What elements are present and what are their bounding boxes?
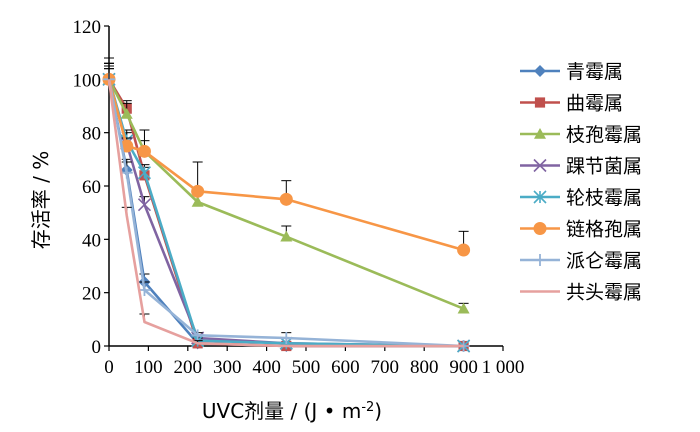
data-point [191, 196, 204, 207]
data-point [120, 108, 133, 119]
y-tick-label: 20 [82, 284, 101, 305]
legend-label: 轮枝霉属 [566, 187, 642, 209]
legend-item-5: 轮枝霉属 [520, 187, 642, 209]
legend-marker [533, 190, 547, 204]
series-line [107, 79, 464, 348]
y-tick-label: 80 [82, 124, 101, 145]
series-line [107, 78, 464, 252]
legend-label: 青霉属 [566, 61, 623, 83]
series-6 [102, 65, 471, 257]
x-axis-title-sup: -2 [361, 400, 374, 415]
legend-label: 踝节菌属 [566, 156, 642, 178]
x-tick-label: 0 [104, 357, 114, 378]
legend-item-6: 链格孢属 [520, 219, 642, 241]
series-2 [103, 62, 469, 352]
data-point [137, 144, 151, 158]
series-line [107, 78, 465, 310]
data-point [457, 302, 470, 314]
y-tick-label: 0 [92, 337, 102, 358]
x-tick-label: 400 [252, 357, 281, 378]
legend-label: 曲霉属 [566, 93, 623, 115]
legend-marker [534, 254, 546, 266]
legend-item-7: 派仑霉属 [520, 250, 642, 272]
x-axis-title: UVC剂量 / (J • m-2) [202, 399, 382, 423]
x-axis-title-close: ) [374, 399, 382, 423]
x-axis-title-main: UVC剂量 / (J • m [202, 399, 361, 423]
legend-marker [534, 97, 546, 108]
x-tick-label: 200 [174, 357, 203, 378]
data-point [120, 166, 133, 179]
series-7 [103, 62, 470, 352]
x-tick-label: 500 [292, 357, 321, 378]
legend-marker [534, 65, 546, 77]
y-tick-label: 120 [73, 17, 102, 38]
legend-marker [533, 158, 547, 173]
legend-label: 派仑霉属 [566, 250, 642, 272]
data-point [457, 243, 471, 257]
data-point [280, 230, 293, 242]
legend-item-2: 曲霉属 [520, 93, 623, 115]
legend-marker [534, 128, 546, 139]
y-axis-title: 存活率 / % [29, 151, 53, 249]
data-point [280, 332, 293, 344]
data-point [191, 329, 204, 342]
x-tick-label: 700 [371, 357, 400, 378]
series-8 [104, 68, 464, 348]
data-point [137, 198, 152, 212]
legend-label: 共头霉属 [566, 282, 642, 304]
legend-item-8: 共头霉属 [520, 282, 642, 304]
x-tick-label: 600 [331, 357, 360, 378]
data-point [137, 166, 152, 180]
x-tick-label: 1 000 [482, 357, 525, 378]
legend-item-1: 青霉属 [520, 61, 623, 83]
legend-label: 链格孢属 [566, 219, 642, 241]
y-tick-label: 100 [73, 70, 102, 91]
y-tick-label: 60 [82, 177, 101, 198]
series-line [107, 79, 464, 348]
data-point [279, 192, 293, 206]
axes: 0 100 200 300 400 500 600 700 800 900 1 000 0 20 40 60… [73, 17, 525, 378]
data-point [191, 184, 205, 198]
legend-item-4: 踝节菌属 [520, 156, 642, 178]
y-tick-label: 40 [82, 230, 101, 251]
x-tick-label: 800 [410, 357, 439, 378]
series-5 [102, 65, 471, 353]
x-tick-label: 300 [213, 357, 242, 378]
x-tick-label: 900 [449, 357, 478, 378]
x-tick-label: 100 [134, 357, 163, 378]
legend-label: 枝孢霉属 [566, 124, 642, 146]
legend-item-3: 枝孢霉属 [520, 124, 642, 146]
series-layer [102, 57, 471, 353]
legend-marker [533, 222, 547, 235]
series-4 [102, 62, 471, 353]
